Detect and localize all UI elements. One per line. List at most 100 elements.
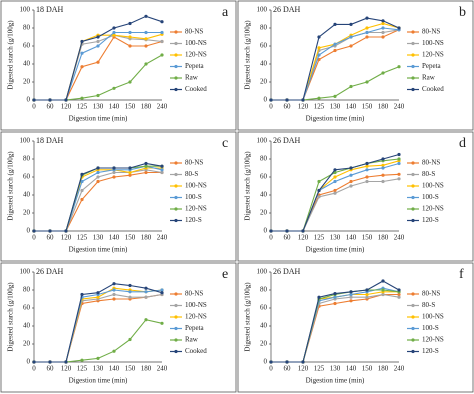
y-tick-label: 60 bbox=[23, 42, 31, 50]
point bbox=[365, 288, 369, 292]
legend-marker bbox=[174, 218, 178, 223]
y-tick-label: 100 bbox=[257, 268, 268, 276]
series-line bbox=[271, 29, 400, 101]
point bbox=[381, 30, 385, 35]
point bbox=[349, 292, 353, 297]
point bbox=[381, 26, 385, 30]
point bbox=[397, 157, 401, 161]
point bbox=[144, 286, 148, 290]
legend-marker bbox=[174, 349, 178, 354]
point bbox=[128, 21, 132, 26]
point bbox=[80, 51, 84, 55]
point bbox=[365, 164, 369, 168]
point bbox=[64, 229, 68, 233]
x-axis-label: Digestion time (min) bbox=[306, 115, 365, 123]
point bbox=[128, 35, 132, 39]
y-tick-label: 40 bbox=[23, 322, 31, 330]
panel-title: 18 DAH bbox=[36, 136, 64, 145]
x-tick-label: 120 bbox=[61, 365, 72, 373]
point bbox=[333, 301, 337, 306]
legend-marker bbox=[411, 30, 415, 34]
x-tick-label: 60 bbox=[284, 103, 292, 111]
point bbox=[128, 166, 132, 170]
y-tick-label: 100 bbox=[257, 6, 268, 14]
legend-marker bbox=[174, 64, 178, 69]
x-tick-label: 240 bbox=[394, 365, 405, 373]
panel-frame bbox=[237, 131, 474, 262]
point bbox=[333, 48, 337, 53]
legend-marker bbox=[411, 195, 415, 200]
legend-label: 120-NS bbox=[422, 51, 444, 59]
x-tick-label: 130 bbox=[330, 365, 341, 373]
y-tick-label: 0 bbox=[264, 96, 268, 104]
legend-marker bbox=[411, 41, 415, 46]
point bbox=[317, 96, 321, 100]
point bbox=[397, 177, 401, 181]
point bbox=[397, 152, 401, 157]
series-line bbox=[271, 17, 400, 101]
x-tick-label: 0 bbox=[32, 234, 36, 242]
legend-marker bbox=[411, 207, 415, 211]
point bbox=[349, 299, 353, 303]
x-tick-label: 120 bbox=[298, 103, 309, 111]
legend-marker bbox=[174, 207, 178, 211]
series-line bbox=[271, 22, 400, 101]
point bbox=[333, 295, 337, 299]
y-tick-label: 80 bbox=[23, 155, 31, 163]
point bbox=[317, 295, 321, 299]
point bbox=[112, 86, 116, 90]
panel-title: 26 DAH bbox=[36, 267, 64, 276]
point bbox=[333, 42, 337, 46]
y-tick-label: 60 bbox=[260, 173, 268, 181]
point bbox=[144, 30, 148, 35]
point bbox=[349, 22, 353, 26]
panel-label: a bbox=[222, 5, 229, 20]
y-tick-label: 20 bbox=[260, 78, 268, 86]
x-tick-label: 130 bbox=[330, 103, 341, 111]
y-tick-label: 40 bbox=[260, 191, 268, 199]
y-tick-label: 0 bbox=[264, 227, 268, 235]
point bbox=[80, 65, 84, 69]
series-line bbox=[34, 293, 163, 363]
legend-marker bbox=[411, 184, 415, 188]
y-axis-label: Digested starch (g/100g) bbox=[244, 282, 252, 352]
y-tick-label: 80 bbox=[260, 286, 268, 294]
point bbox=[112, 30, 116, 35]
legend-marker bbox=[411, 87, 415, 92]
series-line bbox=[34, 319, 163, 363]
point bbox=[160, 170, 164, 175]
x-tick-label: 120 bbox=[61, 234, 72, 242]
point bbox=[333, 188, 337, 193]
y-tick-label: 0 bbox=[27, 96, 31, 104]
x-tick-label: 60 bbox=[47, 234, 55, 242]
point bbox=[96, 179, 100, 184]
y-tick-label: 20 bbox=[260, 340, 268, 348]
legend-label: 120-S bbox=[422, 216, 439, 224]
panel-frame bbox=[237, 0, 474, 131]
y-axis-label: Digested starch (g/100g) bbox=[244, 20, 252, 90]
legend-marker bbox=[174, 338, 178, 342]
point bbox=[160, 53, 164, 57]
series-line bbox=[271, 29, 400, 101]
point bbox=[128, 173, 132, 177]
legend-label: 100-S bbox=[422, 193, 439, 201]
y-tick-label: 40 bbox=[23, 60, 31, 68]
y-axis-label: Digested starch (g/100g) bbox=[7, 151, 15, 221]
panel-label: b bbox=[459, 5, 466, 20]
point bbox=[96, 35, 100, 39]
panel-title: 26 DAH bbox=[273, 5, 301, 14]
point bbox=[349, 295, 353, 299]
panel-frame bbox=[237, 262, 474, 393]
y-tick-label: 60 bbox=[23, 304, 31, 312]
point bbox=[112, 33, 116, 37]
point bbox=[285, 229, 289, 233]
x-tick-label: 130 bbox=[93, 234, 104, 242]
point bbox=[32, 229, 36, 233]
point bbox=[160, 20, 164, 24]
point bbox=[144, 170, 148, 175]
point bbox=[333, 175, 337, 179]
x-axis-label: Digestion time (min) bbox=[306, 377, 365, 385]
point bbox=[333, 191, 337, 195]
point bbox=[48, 98, 52, 102]
point bbox=[96, 44, 100, 48]
